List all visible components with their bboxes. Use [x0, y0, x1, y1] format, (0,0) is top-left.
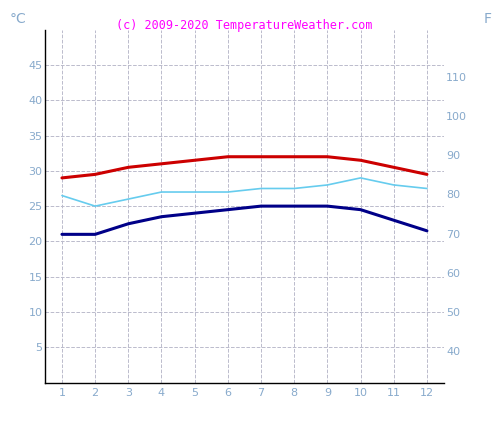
Text: F: F: [483, 12, 491, 26]
Text: (c) 2009-2020 TemperatureWeather.com: (c) 2009-2020 TemperatureWeather.com: [116, 19, 372, 32]
Text: °C: °C: [10, 12, 26, 26]
